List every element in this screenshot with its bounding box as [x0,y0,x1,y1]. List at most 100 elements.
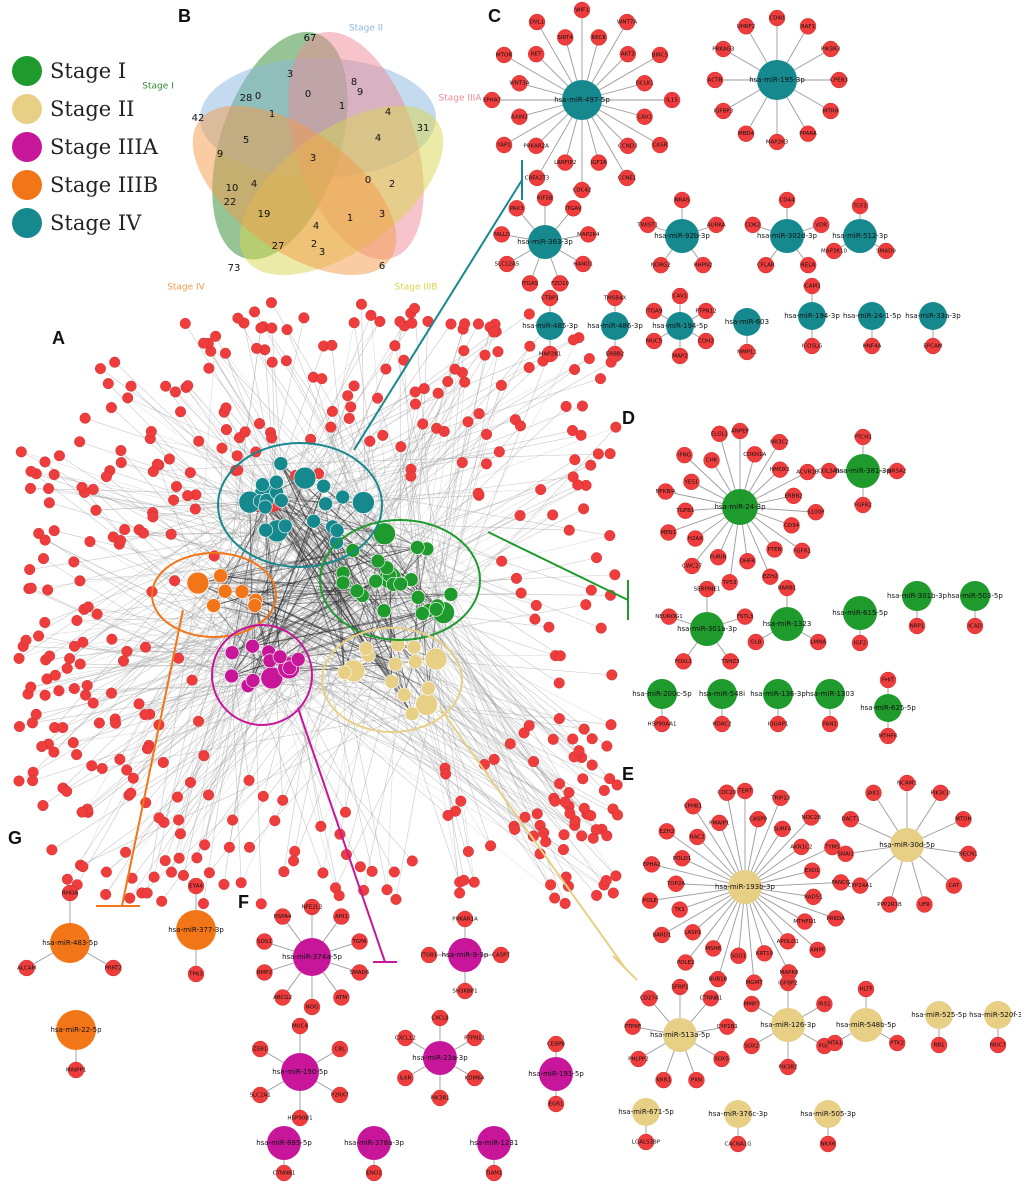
network-edge [249,502,262,904]
target-node [630,1050,647,1068]
target-node [663,91,681,109]
mirna-node [267,1126,301,1160]
target-label: MMP11 [737,350,757,356]
target-node [68,683,80,695]
target-label: MTHFR [878,734,897,740]
mirna-node [424,647,448,671]
target-label: VDR [815,222,827,228]
mirna-node [763,679,793,709]
target-node [705,940,722,957]
target-node [251,1086,269,1104]
mirna-node [349,583,365,599]
mirna-label: hsa-miR-363-3p [517,238,573,246]
target-label: SIRT4 [558,35,574,41]
panel-letter-g: G [8,828,23,848]
network-edge [443,612,608,747]
network-edge [377,398,444,613]
target-node [184,467,196,479]
venn-count: 1 [347,213,353,224]
target-node [687,530,704,547]
target-node [545,879,557,891]
network-edge [288,667,538,815]
mirna-node [176,910,216,950]
target-label: RARB1 [778,586,796,592]
target-node [169,575,181,587]
target-node [141,887,153,899]
target-node [671,978,689,996]
target-label: GLB [750,640,761,646]
target-node [275,1164,293,1182]
target-label: CD274 [640,996,659,1002]
network-edge [130,530,338,794]
venn-count: 0 [365,175,371,186]
target-node [479,349,491,361]
mirna-label: hsa-miR-302d-3p [757,232,818,240]
target-node [169,386,181,398]
target-node [133,698,145,710]
network-edge [266,446,401,501]
network-edge [126,591,226,771]
target-node [715,102,732,120]
target-node [813,216,830,234]
target-node [456,910,474,928]
target-label: MUC7 [990,1043,1007,1049]
network-edge [289,667,340,896]
target-label: PTPN11 [464,1036,485,1042]
target-node [170,481,182,493]
target-label: MINPP1 [66,1068,87,1074]
mirna-label: hsa-miR-193b-3p [715,883,776,891]
target-node [591,552,603,564]
mirna-label: hsa-miR-200c-5p [632,690,692,698]
target-node [354,861,366,873]
mirna-label: hsa-miR-194-5p [652,322,708,330]
target-node [67,737,79,749]
target-node [231,450,243,462]
mirna-label: hsa-miR-191-5p [528,1070,584,1078]
target-node [339,806,351,818]
target-label: CXCL8 [431,1016,449,1022]
target-label: SMAD9 [876,249,896,255]
target-node [688,1071,705,1089]
target-label: IGF1R [591,160,608,166]
target-node [683,473,700,491]
venn-count: 9 [357,87,363,98]
target-node [528,13,546,31]
target-label: PIK3R1 [430,1096,449,1102]
target-node [244,841,256,853]
target-node [159,855,171,867]
target-label: HNF4A [863,344,882,350]
mirna-label: hsa-miR-1303 [806,690,855,698]
target-node [420,946,438,964]
network-edge [274,581,376,821]
target-node [274,989,291,1006]
venn-count: 3 [379,209,385,220]
target-node [708,216,725,234]
target-node [124,892,136,904]
target-node [406,855,418,867]
mirna-node [902,581,932,611]
target-node [182,490,194,502]
mirna-node [306,513,321,529]
venn-set-label: Stage II [349,24,383,34]
target-label: ICAD [968,624,981,630]
target-label: EPHA7 [483,98,502,104]
target-node [115,457,127,469]
cluster-rings [151,442,481,733]
target-node [466,1069,483,1087]
target-node [38,553,50,565]
network-edge [231,675,585,730]
target-node [783,517,800,534]
venn-count: 10 [226,183,239,194]
target-label: AKT3 [621,52,635,58]
panel-letter-f: F [238,892,249,912]
target-label: YES1 [684,479,699,485]
target-label: PXN [691,1078,702,1084]
target-node [793,838,810,856]
target-node [721,574,738,591]
core-edge [336,530,345,673]
target-node [232,464,244,476]
target-node [594,373,606,385]
target-node [527,830,539,842]
target-node [738,343,756,361]
target-label: MUC5 [646,339,663,345]
